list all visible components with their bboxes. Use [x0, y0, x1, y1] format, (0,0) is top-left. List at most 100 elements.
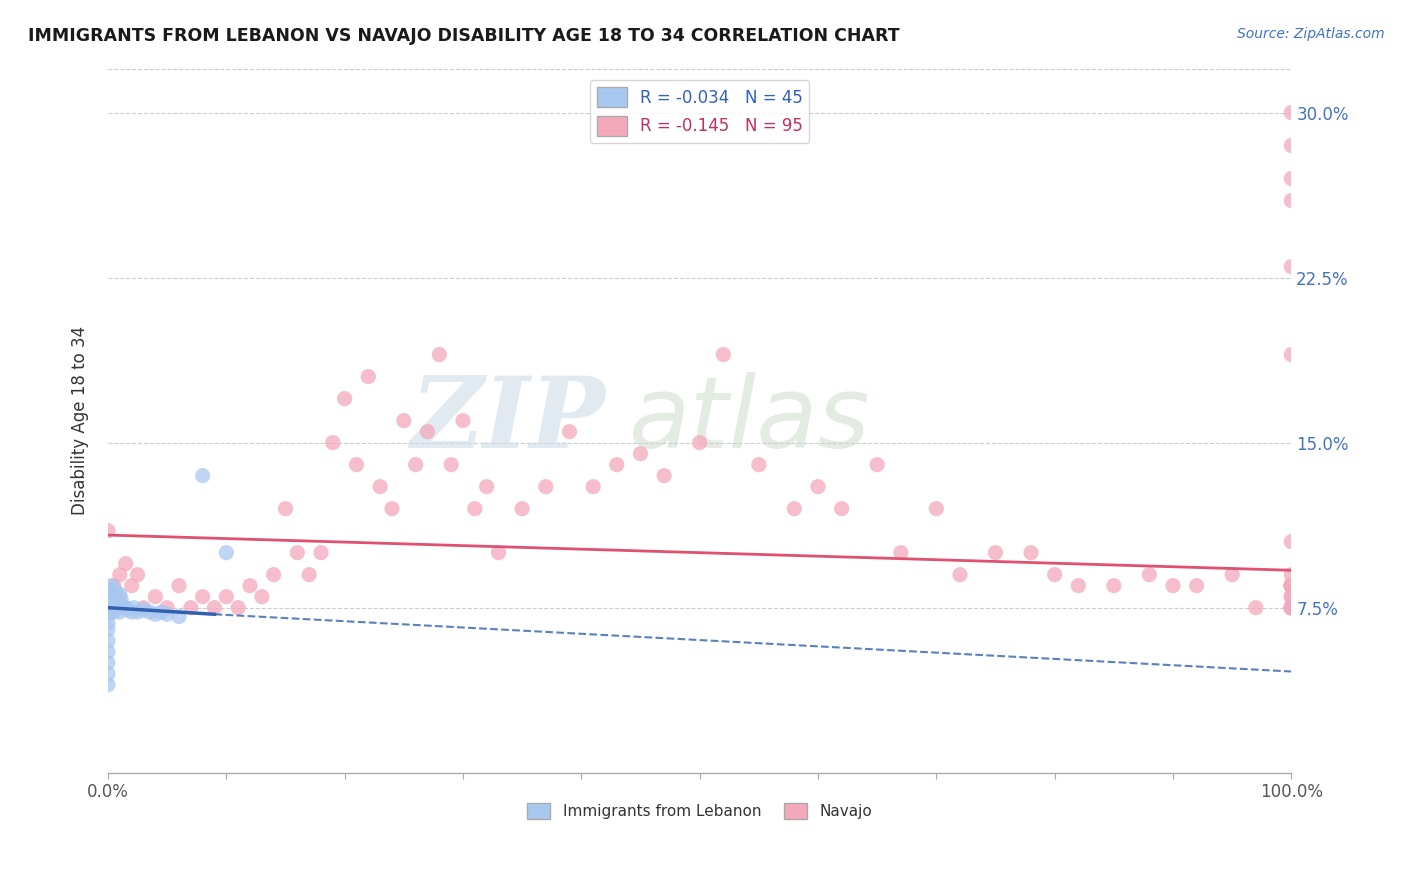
Point: [298, 567, 321, 582]
Point: [150, 605, 173, 619]
Point: [108, 587, 131, 601]
Point: [322, 435, 344, 450]
Point: [652, 468, 675, 483]
Point: [97, 656, 120, 670]
Point: [101, 599, 124, 613]
Point: [114, 600, 136, 615]
Point: [108, 605, 131, 619]
Point: [1279, 600, 1302, 615]
Point: [1279, 171, 1302, 186]
Point: [101, 583, 124, 598]
Point: [111, 599, 134, 613]
Point: [630, 447, 652, 461]
Point: [98, 594, 121, 608]
Point: [1279, 600, 1302, 615]
Point: [100, 579, 122, 593]
Text: ZIP: ZIP: [411, 372, 605, 469]
Point: [440, 458, 463, 472]
Point: [204, 600, 226, 615]
Point: [488, 546, 510, 560]
Point: [132, 603, 155, 617]
Point: [606, 458, 628, 472]
Text: atlas: atlas: [628, 372, 870, 469]
Point: [711, 348, 734, 362]
Point: [1279, 590, 1302, 604]
Point: [405, 458, 427, 472]
Y-axis label: Disability Age 18 to 34: Disability Age 18 to 34: [72, 326, 89, 516]
Point: [191, 590, 214, 604]
Point: [104, 603, 127, 617]
Point: [132, 600, 155, 615]
Point: [368, 480, 391, 494]
Text: IMMIGRANTS FROM LEBANON VS NAVAJO DISABILITY AGE 18 TO 34 CORRELATION CHART: IMMIGRANTS FROM LEBANON VS NAVAJO DISABI…: [28, 27, 900, 45]
Point: [1279, 579, 1302, 593]
Point: [807, 480, 830, 494]
Point: [167, 579, 190, 593]
Legend: Immigrants from Lebanon, Navajo: Immigrants from Lebanon, Navajo: [522, 797, 877, 825]
Point: [97, 666, 120, 681]
Point: [274, 501, 297, 516]
Point: [1279, 567, 1302, 582]
Point: [263, 567, 285, 582]
Point: [226, 600, 249, 615]
Point: [534, 480, 557, 494]
Point: [191, 468, 214, 483]
Point: [156, 607, 179, 622]
Point: [103, 590, 125, 604]
Point: [97, 623, 120, 637]
Point: [464, 501, 486, 516]
Point: [285, 546, 308, 560]
Point: [1279, 600, 1302, 615]
Point: [98, 605, 121, 619]
Point: [1244, 600, 1267, 615]
Point: [475, 480, 498, 494]
Point: [117, 603, 139, 617]
Point: [215, 590, 238, 604]
Point: [1279, 579, 1302, 593]
Point: [416, 425, 439, 439]
Point: [127, 605, 149, 619]
Point: [333, 392, 356, 406]
Point: [689, 435, 711, 450]
Point: [1279, 348, 1302, 362]
Point: [156, 600, 179, 615]
Point: [1279, 579, 1302, 593]
Point: [97, 524, 120, 538]
Point: [1102, 579, 1125, 593]
Point: [558, 425, 581, 439]
Point: [143, 590, 166, 604]
Point: [1279, 600, 1302, 615]
Point: [98, 596, 121, 610]
Point: [143, 607, 166, 622]
Point: [98, 590, 121, 604]
Point: [1043, 567, 1066, 582]
Point: [1279, 260, 1302, 274]
Point: [97, 678, 120, 692]
Point: [1279, 600, 1302, 615]
Point: [451, 414, 474, 428]
Point: [104, 591, 127, 606]
Point: [309, 546, 332, 560]
Text: Source: ZipAtlas.com: Source: ZipAtlas.com: [1237, 27, 1385, 41]
Point: [215, 546, 238, 560]
Point: [114, 557, 136, 571]
Point: [167, 609, 190, 624]
Point: [107, 596, 129, 610]
Point: [121, 579, 143, 593]
Point: [1137, 567, 1160, 582]
Point: [925, 501, 948, 516]
Point: [1279, 600, 1302, 615]
Point: [103, 605, 125, 619]
Point: [748, 458, 770, 472]
Point: [1279, 579, 1302, 593]
Point: [1220, 567, 1243, 582]
Point: [105, 585, 128, 599]
Point: [949, 567, 972, 582]
Point: [1279, 579, 1302, 593]
Point: [1279, 579, 1302, 593]
Point: [1279, 600, 1302, 615]
Point: [97, 616, 120, 631]
Point: [1279, 579, 1302, 593]
Point: [1279, 579, 1302, 593]
Point: [121, 605, 143, 619]
